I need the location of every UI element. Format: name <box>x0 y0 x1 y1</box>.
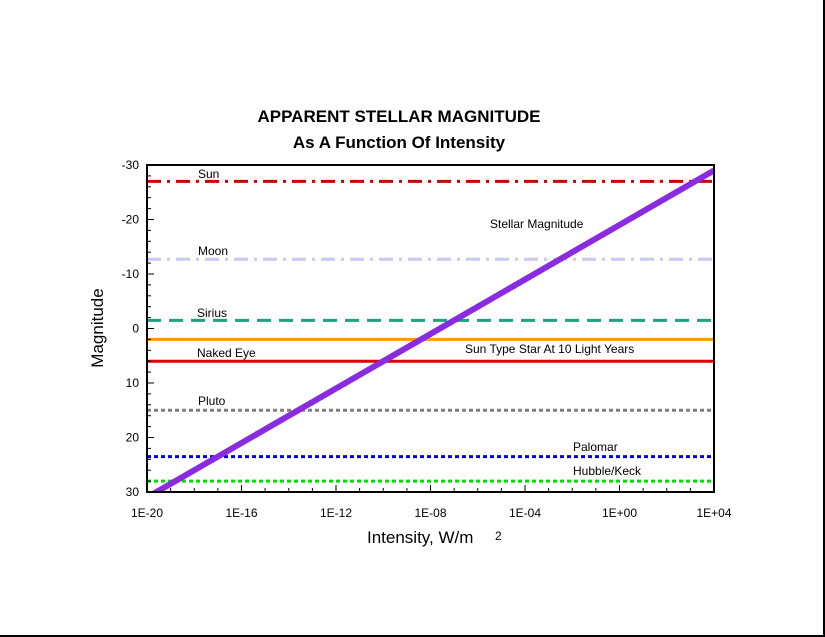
axis-ticks <box>146 164 715 493</box>
reference-label-sirius: Sirius <box>197 306 227 320</box>
y-tick-label: -30 <box>122 158 140 172</box>
x-tick-label: 1E-20 <box>131 506 163 520</box>
stellar-magnitude-line-group: Stellar Magnitude <box>150 167 714 492</box>
reference-labels: Sun Moon Sirius Sun Type Star At 10 Light Y… <box>197 167 642 478</box>
x-axis-label: Intensity, W/m <box>367 528 473 547</box>
stellar-magnitude-label: Stellar Magnitude <box>490 217 584 231</box>
y-axis-label: Magnitude <box>88 288 107 367</box>
reference-label-hubble-keck: Hubble/Keck <box>573 464 642 478</box>
reference-label-palomar: Palomar <box>573 440 618 454</box>
reference-label-sun: Sun <box>198 167 219 181</box>
plot-area-frame <box>146 164 715 493</box>
reference-label-naked-eye: Naked Eye <box>197 346 256 360</box>
reference-label-pluto: Pluto <box>198 394 226 408</box>
axis-tick-labels: 1E-20 1E-16 1E-12 1E-08 1E-04 1E+00 1E+04 -30 -2… <box>122 158 732 520</box>
x-tick-label: 1E-04 <box>509 506 541 520</box>
y-tick-label: 30 <box>126 485 140 499</box>
x-tick-label: 1E+04 <box>696 506 731 520</box>
reference-lines <box>147 179 714 483</box>
y-tick-label: -10 <box>122 267 140 281</box>
reference-label-moon: Moon <box>198 244 228 258</box>
y-tick-label: 20 <box>126 431 140 445</box>
x-tick-label: 1E-08 <box>414 506 446 520</box>
x-tick-label: 1E-16 <box>225 506 257 520</box>
y-tick-label: 10 <box>126 376 140 390</box>
chart-subtitle: As A Function Of Intensity <box>293 133 506 152</box>
x-tick-label: 1E-12 <box>320 506 352 520</box>
chart-title: APPARENT STELLAR MAGNITUDE <box>257 107 540 126</box>
y-tick-label: 0 <box>132 322 139 336</box>
stellar-magnitude-line <box>150 167 714 492</box>
y-tick-label: -20 <box>122 213 140 227</box>
x-tick-label: 1E+00 <box>602 506 637 520</box>
reference-label-sun-type-star-at-10-light-years: Sun Type Star At 10 Light Years <box>465 342 634 356</box>
x-axis-label-superscript: 2 <box>495 529 502 543</box>
